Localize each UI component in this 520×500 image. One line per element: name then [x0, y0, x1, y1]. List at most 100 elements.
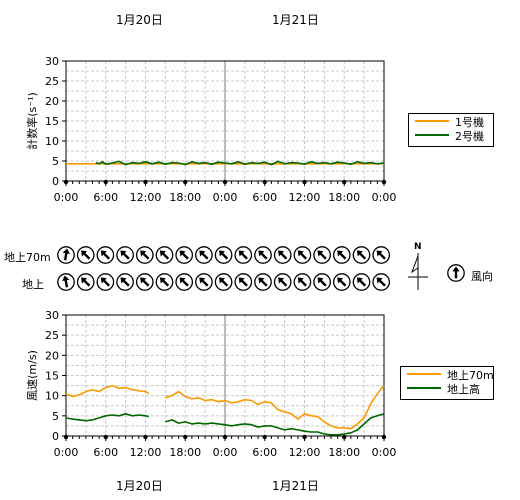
wind-direction-arrow-icon-arrow [297, 277, 308, 287]
wind-direction-arrow-icon [155, 246, 174, 264]
wind-speed-chart-xtick-label: 12:00 [130, 446, 162, 459]
wind-speed-chart-xtick-label: 6:00 [252, 446, 277, 459]
counts-chart-ytick-label: 5 [52, 155, 59, 168]
wind-direction-arrow-icon-arrow [258, 277, 268, 287]
wind-direction-arrow-icon-arrow [376, 250, 386, 260]
wind-direction-arrow-icon-head [81, 250, 88, 257]
wind-speed-chart-xtick-dot [302, 434, 307, 440]
counts-chart-group: 0 5 10 15 20 25 30 0:00 6:00 12:00 18:00 0:00 6:00 12… [25, 55, 396, 204]
wind-direction-arrow-icon-head [356, 277, 363, 284]
wind-direction-arrow-icon-shaft [240, 252, 248, 260]
wind-direction-arrow-icon-arrow [179, 250, 189, 260]
counts-chart-ylabel: 計数率(s⁻¹) [25, 92, 39, 150]
legend-swatch-70m [407, 373, 441, 375]
counts-chart-ytick-label: 20 [45, 95, 59, 108]
wind-speed-chart-xtick-label: 12:00 [289, 446, 321, 459]
wind-direction-arrow-icon [372, 273, 391, 291]
bottom-date-label-2: 1月21日 [272, 479, 319, 493]
counts-chart-xtick-dot [262, 179, 267, 185]
wind-direction-arrow-icon-shaft [201, 279, 209, 287]
wind-direction-arrow-icon [332, 273, 351, 291]
wind-speed-chart-xtick-label: 18:00 [169, 446, 201, 459]
wind-direction-legend-icon-arrow [452, 266, 460, 279]
legend-swatch-ground [407, 387, 441, 389]
wind-direction-arrow-icon-head [337, 277, 344, 284]
wind-direction-arrow-icon-arrow [199, 250, 209, 260]
wind-direction-arrow-icon-shaft [161, 252, 170, 260]
counts-chart-ytick-label: 25 [45, 75, 59, 88]
counts-chart-series-2 [95, 160, 385, 166]
wind-speed-chart-xtick-label: 0:00 [54, 446, 79, 459]
legend-swatch-unit2 [415, 134, 449, 136]
counts-chart-xtick-label: 6:00 [252, 191, 277, 204]
wind-direction-arrow-icon-arrow [62, 275, 70, 288]
wind-direction-arrow-icon-arrow [218, 277, 229, 287]
counts-chart-xtick-label: 12:00 [289, 191, 321, 204]
wind-direction-arrow-icon-shaft [122, 252, 130, 260]
wind-direction-arrow-icon-arrow [159, 277, 170, 287]
wind-direction-arrow-icon [313, 246, 331, 264]
wind-direction-arrow-icon-arrow [337, 250, 347, 260]
wind-speed-chart-xtick-dot [222, 434, 228, 440]
wind-direction-arrow-icon [195, 246, 213, 264]
wind-direction-arrow-icon-arrow [337, 277, 347, 287]
wind-direction-arrow-icon-shaft [220, 252, 229, 260]
wind-direction-arrow-icon-head [297, 250, 304, 257]
wind-direction-arrow-icon-arrow [81, 250, 91, 260]
wind-direction-arrow-icon-head [120, 250, 127, 257]
wind-speed-chart-xtick-dot [103, 434, 108, 440]
legend-label-70m: 地上70m [447, 369, 494, 382]
wind-speed-chart-ytick-label: 30 [45, 309, 59, 322]
wind-direction-arrow-icon-shaft [181, 279, 189, 287]
wind-direction-arrow-icon-arrow [238, 250, 248, 260]
wind-direction-arrow-icon-arrow [238, 277, 248, 287]
wind-direction-arrow-icon-head [337, 250, 344, 257]
wind-direction-arrow-icon [135, 246, 154, 264]
direction-legend-label: 風向 [471, 270, 493, 283]
wind-direction-arrow-icon-head [317, 277, 324, 284]
wind-direction-arrow-icon-head [100, 277, 107, 284]
wind-direction-arrow-icon-head [199, 277, 206, 284]
counts-chart-xtick-dot [342, 179, 347, 185]
wind-direction-arrow-icon-shaft [64, 278, 69, 288]
wind-direction-arrow-icon-arrow [278, 277, 288, 287]
wind-direction-arrow-icon [57, 273, 75, 291]
wind-speed-chart-xtick-dot [63, 434, 69, 440]
counts-chart-xtick-label: 18:00 [169, 191, 201, 204]
wind-speed-chart-xtick-label: 6:00 [93, 446, 118, 459]
wind-direction-arrow-icon-shaft [181, 252, 189, 260]
wind-direction-arrow-icon [234, 273, 253, 291]
wind-speed-chart-series-1 [65, 384, 385, 430]
legend-label-unit1: 1号機 [455, 116, 484, 129]
counts-chart-xtick-label: 0:00 [54, 191, 79, 204]
counts-chart-xtick-label: 12:00 [130, 191, 162, 204]
wind-direction-arrow-icon-head [62, 275, 70, 282]
counts-chart-xtick-label: 0:00 [213, 191, 238, 204]
legend-label-ground: 地上高 [447, 383, 480, 396]
wind-direction-arrow-icon-shaft [378, 279, 386, 287]
wind-direction-arrow-icon-shaft [299, 252, 308, 260]
wind-direction-arrow-icon-head [258, 277, 265, 284]
wind-direction-arrow-icon-arrow [278, 250, 288, 260]
wind-direction-arrow-icon [175, 273, 194, 291]
wind-direction-arrow-icon-head [159, 277, 166, 284]
counts-chart-ytick-label: 30 [45, 55, 59, 68]
compass-icon [408, 253, 428, 290]
wind-direction-arrow-icon-head [179, 250, 186, 257]
wind-speed-chart-xtick-label: 18:00 [328, 446, 360, 459]
wind-direction-arrow-icon-shaft [201, 252, 209, 260]
wind-direction-arrow-icon [352, 273, 371, 291]
wind-speed-chart-xtick-dot [262, 434, 267, 440]
wind-direction-arrow-icon-head [258, 250, 265, 257]
wind-direction-arrow-icon [57, 246, 75, 264]
wind-direction-arrow-icon-head [179, 277, 186, 284]
wind-speed-chart-ylabel: 風速(m/s) [26, 350, 39, 401]
counts-chart-xtick-label: 6:00 [93, 191, 118, 204]
wind-direction-arrow-icon-arrow [120, 277, 130, 287]
wind-direction-arrow-icon [273, 273, 292, 291]
wind-direction-arrow-icon-head [62, 248, 70, 255]
wind-direction-arrow-icon-shaft [260, 279, 268, 287]
wind-direction-arrow-icon [96, 246, 115, 264]
wind-direction-arrow-icon [116, 273, 134, 291]
wind-direction-arrow-icon-arrow [179, 277, 189, 287]
